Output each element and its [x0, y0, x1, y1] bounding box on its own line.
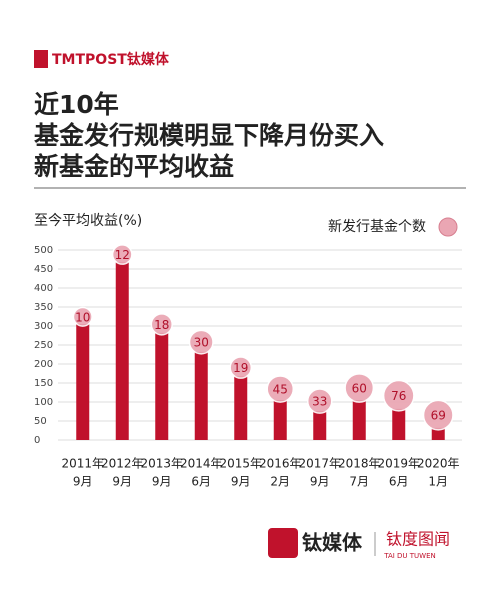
bubble	[422, 399, 454, 431]
bubble-label: 33	[312, 395, 327, 409]
x-tick-label: 2020年	[417, 457, 460, 471]
bubble-label: 76	[391, 389, 406, 403]
bubble	[111, 244, 133, 265]
bubble-label: 10	[75, 310, 90, 324]
bubble	[229, 356, 253, 379]
y-tick-label: 200	[34, 359, 53, 370]
bubble	[188, 329, 214, 355]
bar	[194, 351, 208, 440]
legend-marker	[438, 217, 458, 237]
footer-brand: 钛媒体	[302, 531, 363, 555]
bubble	[72, 306, 93, 327]
bar	[115, 262, 129, 440]
y-tick-label: 500	[34, 245, 53, 256]
bubble-label: 69	[431, 409, 446, 423]
chart-title: 新基金的平均收益	[34, 152, 234, 181]
x-tick-label: 9月	[152, 475, 172, 489]
bar	[392, 408, 406, 440]
x-tick-label: 2011年	[61, 457, 104, 471]
x-tick-label: 2月	[270, 475, 290, 489]
x-tick-label: 2014年	[180, 457, 223, 471]
bubble	[344, 373, 375, 403]
x-tick-label: 1月	[428, 475, 448, 489]
bubble-label: 19	[233, 361, 248, 375]
footer-sub: 钛度图闻	[386, 530, 450, 549]
footer-sub-en: TAI DU TUWEN	[383, 552, 436, 560]
y-tick-label: 350	[34, 302, 53, 313]
x-tick-label: 6月	[191, 475, 211, 489]
bubble	[266, 375, 295, 403]
y-tick-label: 100	[34, 397, 53, 408]
bubble	[306, 388, 333, 414]
bubble-label: 60	[352, 381, 367, 395]
x-tick-label: 9月	[112, 475, 132, 489]
bar	[273, 400, 287, 440]
logo: TMTPOST钛媒体	[52, 51, 170, 68]
x-tick-label: 9月	[231, 475, 251, 489]
bubble-label: 30	[194, 336, 209, 350]
chart-title: 近10年	[34, 90, 119, 119]
y-tick-label: 300	[34, 321, 53, 332]
footer-icon	[268, 528, 298, 558]
x-tick-label: 2012年	[101, 457, 144, 471]
x-tick-label: 9月	[73, 475, 93, 489]
y-tick-label: 50	[34, 416, 47, 427]
legend-label: 新发行基金个数	[328, 218, 426, 235]
bar	[76, 324, 90, 440]
logo-icon	[34, 50, 48, 68]
y-tick-label: 450	[34, 264, 53, 275]
y-tick-label: 400	[34, 283, 53, 294]
x-tick-label: 2017年	[298, 457, 341, 471]
bar	[431, 427, 445, 440]
x-tick-label: 2013年	[140, 457, 183, 471]
chart-title: 基金发行规模明显下降月份买入	[34, 121, 384, 150]
bubble-label: 18	[154, 318, 169, 332]
bubble-label: 45	[273, 383, 288, 397]
x-tick-label: 2015年	[219, 457, 262, 471]
x-tick-label: 7月	[349, 475, 369, 489]
y-axis-label: 至今平均收益(%)	[34, 213, 142, 229]
x-tick-label: 2019年	[377, 457, 420, 471]
bubble	[382, 379, 415, 412]
x-tick-label: 6月	[389, 475, 409, 489]
x-tick-label: 2016年	[259, 457, 302, 471]
bubble-label: 12	[115, 248, 130, 262]
x-tick-label: 9月	[310, 475, 330, 489]
bar	[313, 411, 327, 440]
bar	[234, 376, 248, 440]
bar	[155, 332, 169, 440]
y-tick-label: 150	[34, 378, 53, 389]
x-tick-label: 2018年	[338, 457, 381, 471]
bubble	[150, 313, 173, 336]
bar	[352, 400, 366, 440]
y-tick-label: 0	[34, 435, 40, 446]
y-tick-label: 250	[34, 340, 53, 351]
